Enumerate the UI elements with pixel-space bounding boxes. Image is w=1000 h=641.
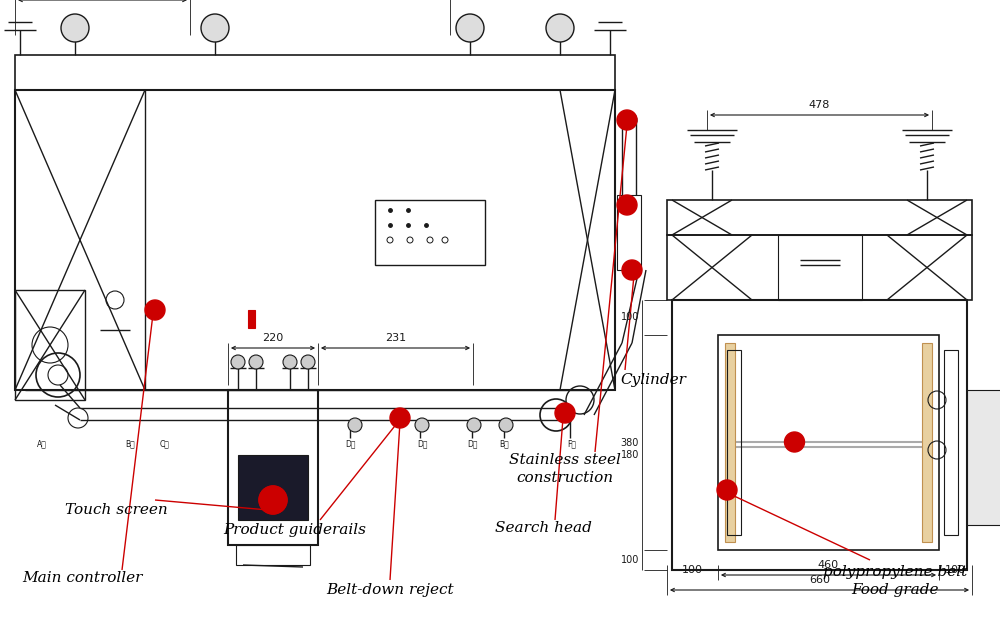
Text: 231: 231 <box>385 333 406 343</box>
Circle shape <box>301 355 315 369</box>
Circle shape <box>717 480 737 500</box>
Text: 100: 100 <box>945 565 966 575</box>
Bar <box>228 390 318 545</box>
Circle shape <box>145 300 165 320</box>
Text: polypropylene belt: polypropylene belt <box>823 565 967 579</box>
Text: Main controller: Main controller <box>22 571 142 585</box>
Circle shape <box>259 486 287 514</box>
Text: construction: construction <box>516 471 614 485</box>
Circle shape <box>622 260 642 280</box>
Bar <box>15 290 85 400</box>
Circle shape <box>249 355 263 369</box>
Circle shape <box>415 418 429 432</box>
Circle shape <box>348 418 362 432</box>
Text: 100: 100 <box>682 565 703 575</box>
Circle shape <box>555 403 575 423</box>
Bar <box>617 195 641 270</box>
Circle shape <box>61 14 89 42</box>
Bar <box>667 235 972 300</box>
Circle shape <box>499 418 513 432</box>
Text: Product guiderails: Product guiderails <box>224 523 366 537</box>
Text: 478: 478 <box>809 100 830 110</box>
Text: D轴: D轴 <box>468 439 478 448</box>
Bar <box>375 200 485 265</box>
Bar <box>248 310 255 328</box>
Circle shape <box>617 195 637 215</box>
Bar <box>967 390 1000 525</box>
Text: Search head: Search head <box>495 521 591 535</box>
Circle shape <box>283 355 297 369</box>
Bar <box>944 350 958 535</box>
Text: Food grade: Food grade <box>851 583 939 597</box>
Circle shape <box>201 14 229 42</box>
Text: A轴: A轴 <box>37 439 47 448</box>
Text: C轴: C轴 <box>160 439 170 448</box>
Bar <box>667 200 972 235</box>
Bar <box>778 235 862 300</box>
Text: 100: 100 <box>621 313 639 322</box>
Text: 180: 180 <box>621 449 639 460</box>
Bar <box>236 545 310 565</box>
Circle shape <box>231 355 245 369</box>
Circle shape <box>259 486 287 514</box>
Bar <box>725 343 735 542</box>
Circle shape <box>784 432 804 452</box>
Text: 660: 660 <box>809 575 830 585</box>
Circle shape <box>546 14 574 42</box>
Text: B轴: B轴 <box>125 439 135 448</box>
Text: F轴: F轴 <box>568 439 576 448</box>
Text: Belt-down reject: Belt-down reject <box>326 583 454 597</box>
Text: 460: 460 <box>818 560 839 570</box>
Bar <box>15 90 615 390</box>
Bar <box>672 300 967 570</box>
Text: Cylinder: Cylinder <box>620 373 686 387</box>
Text: 220: 220 <box>262 333 284 343</box>
Circle shape <box>456 14 484 42</box>
Circle shape <box>467 418 481 432</box>
Circle shape <box>617 110 637 130</box>
Text: 100: 100 <box>621 555 639 565</box>
Bar <box>922 343 932 542</box>
Bar <box>238 455 308 520</box>
Circle shape <box>390 408 410 428</box>
Bar <box>15 55 615 90</box>
Text: 380: 380 <box>621 438 639 447</box>
Bar <box>727 350 741 535</box>
Text: Touch screen: Touch screen <box>65 503 168 517</box>
Text: Stainless steel: Stainless steel <box>509 453 621 467</box>
Text: D轴: D轴 <box>345 439 355 448</box>
Text: B轴: B轴 <box>499 439 509 448</box>
Text: D轴: D轴 <box>417 439 427 448</box>
Bar <box>718 335 939 550</box>
